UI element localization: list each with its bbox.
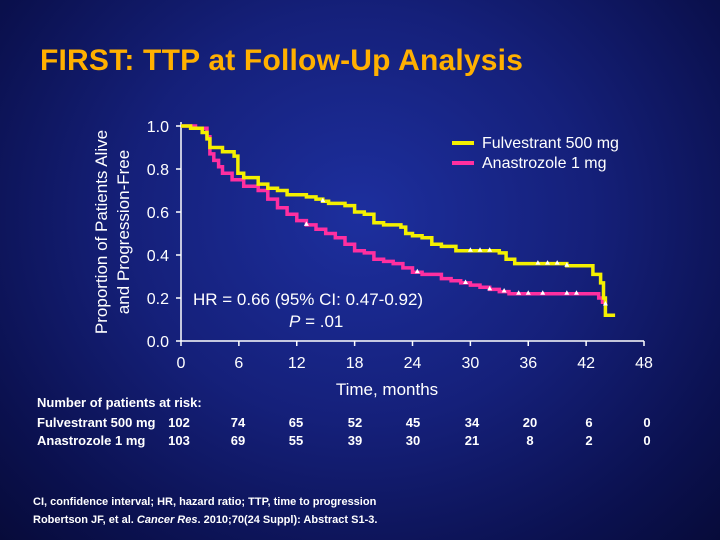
risk-value: 30	[405, 433, 421, 448]
risk-value: 65	[288, 415, 304, 430]
p-value-text: = .01	[300, 312, 343, 331]
censor-mark	[501, 288, 507, 293]
x-tick-label: 12	[288, 355, 306, 372]
legend: Fulvestrant 500 mg Anastrozole 1 mg	[452, 135, 619, 172]
y-tick-label: 0.4	[147, 248, 169, 265]
censor-mark	[602, 300, 608, 306]
risk-value: 20	[522, 415, 538, 430]
risk-value: 6	[585, 415, 593, 430]
censor-mark	[487, 247, 493, 252]
series-line-anastrozole	[181, 124, 608, 305]
footnote-reference: Robertson JF, et al. Cancer Res. 2010;70…	[33, 514, 377, 526]
risk-value: 21	[464, 433, 480, 448]
risk-value: 8	[526, 433, 534, 448]
risk-value: 102	[168, 415, 190, 430]
legend-label-anastrozole: Anastrozole 1 mg	[482, 155, 607, 172]
censor-mark	[525, 290, 531, 295]
risk-row-label: Anastrozole 1 mg	[37, 433, 146, 448]
x-tick-label: 0	[177, 355, 186, 372]
censor-mark	[516, 290, 522, 295]
risk-value: 55	[288, 433, 304, 448]
x-ticks: 0 6 12 18 24 30 36 42 48	[177, 341, 653, 372]
reference-authors: Robertson JF, et al.	[33, 514, 137, 526]
censor-mark	[564, 262, 570, 267]
x-tick-label: 42	[577, 355, 595, 372]
y-tick-label: 0.8	[147, 162, 169, 179]
y-tick-label: 0.0	[147, 334, 169, 351]
x-tick-label: 48	[635, 355, 653, 372]
y-ticks: 0.0 0.2 0.4 0.6 0.8 1.0	[147, 119, 181, 351]
reference-journal: Cancer Res	[136, 514, 198, 526]
legend-label-fulvestrant: Fulvestrant 500 mg	[482, 135, 619, 152]
risk-value: 52	[347, 415, 363, 430]
censor-mark	[564, 290, 570, 295]
p-value-symbol: P	[289, 312, 301, 331]
risk-value: 69	[230, 433, 246, 448]
censor-mark	[535, 260, 541, 265]
risk-table-title: Number of patients at risk:	[37, 395, 202, 410]
slide-title: FIRST: TTP at Follow-Up Analysis	[40, 44, 524, 77]
censor-mark	[487, 285, 493, 291]
y-tick-label: 1.0	[147, 119, 169, 136]
reference-details: . 2010;70(24 Suppl): Abstract S1-3.	[197, 514, 378, 526]
p-value-label: P = .01	[289, 312, 343, 331]
y-axis-title-line2: and Progression-Free	[114, 150, 133, 314]
hazard-ratio-label: HR = 0.66 (95% CI: 0.47-0.92)	[193, 290, 423, 309]
risk-value: 0	[643, 415, 651, 430]
series-line-fulvestrant	[181, 124, 616, 317]
x-axis-title: Time, months	[336, 380, 438, 399]
censor-mark	[467, 247, 473, 252]
censor-mark	[463, 279, 469, 284]
risk-value: 103	[168, 433, 190, 448]
censor-mark	[554, 260, 560, 265]
y-axis-title-line1: Proportion of Patients Alive	[92, 130, 111, 334]
censor-marks	[303, 197, 608, 306]
censor-mark	[545, 260, 551, 265]
y-axis-title: Proportion of Patients Alive and Progres…	[92, 130, 133, 334]
censor-mark	[540, 290, 546, 295]
censor-mark	[414, 268, 420, 274]
censor-mark	[573, 290, 579, 295]
censor-mark	[320, 197, 326, 203]
risk-value: 45	[405, 415, 421, 430]
risk-row-label: Fulvestrant 500 mg	[37, 415, 156, 430]
x-tick-label: 6	[234, 355, 243, 372]
risk-value: 2	[585, 433, 593, 448]
censor-mark	[477, 247, 483, 252]
risk-value: 34	[464, 415, 480, 430]
risk-value: 0	[643, 433, 651, 448]
footnote-abbreviations: CI, confidence interval; HR, hazard rati…	[33, 496, 377, 508]
x-tick-label: 36	[519, 355, 537, 372]
censor-mark	[303, 221, 309, 226]
risk-value: 39	[347, 433, 363, 448]
x-tick-label: 18	[346, 355, 364, 372]
x-tick-label: 24	[404, 355, 422, 372]
risk-value: 74	[230, 415, 246, 430]
y-tick-label: 0.6	[147, 205, 169, 222]
y-tick-label: 0.2	[147, 291, 169, 308]
x-tick-label: 30	[461, 355, 479, 372]
